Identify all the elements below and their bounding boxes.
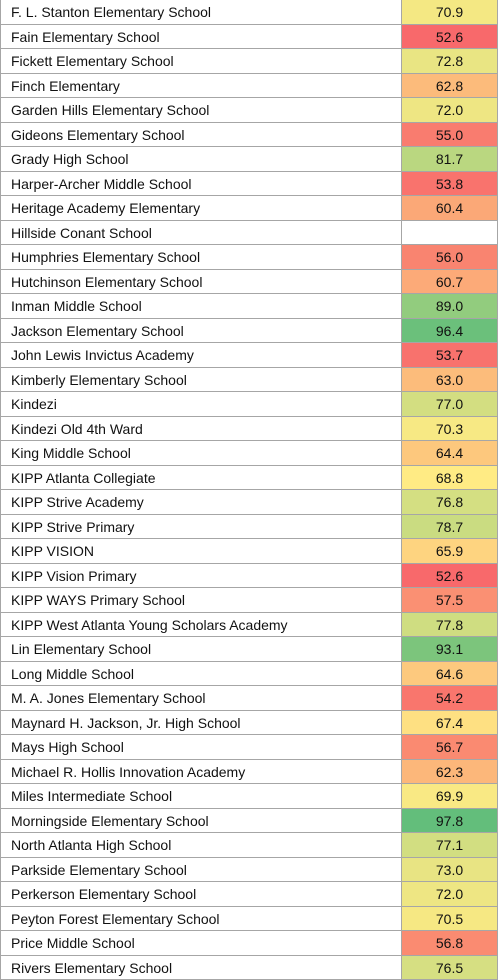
score-cell: 76.8 <box>402 490 498 515</box>
score-cell: 56.7 <box>402 735 498 760</box>
score-cell: 68.8 <box>402 465 498 490</box>
school-name: Hutchinson Elementary School <box>0 269 402 294</box>
school-name: Mays High School <box>0 735 402 760</box>
school-name: Gideons Elementary School <box>0 122 402 147</box>
score-cell: 76.5 <box>402 955 498 980</box>
score-cell: 89.0 <box>402 294 498 319</box>
school-name: Michael R. Hollis Innovation Academy <box>0 759 402 784</box>
school-name: KIPP Strive Academy <box>0 490 402 515</box>
score-cell <box>402 220 498 245</box>
score-cell: 81.7 <box>402 147 498 172</box>
score-cell: 56.0 <box>402 245 498 270</box>
score-cell: 78.7 <box>402 514 498 539</box>
school-name: Peyton Forest Elementary School <box>0 906 402 931</box>
school-name: Humphries Elementary School <box>0 245 402 270</box>
score-cell: 96.4 <box>402 318 498 343</box>
school-name: Harper-Archer Middle School <box>0 171 402 196</box>
score-cell: 77.1 <box>402 833 498 858</box>
school-name: Rivers Elementary School <box>0 955 402 980</box>
school-name: KIPP Strive Primary <box>0 514 402 539</box>
school-name: KIPP Atlanta Collegiate <box>0 465 402 490</box>
score-cell: 56.8 <box>402 931 498 956</box>
school-name: M. A. Jones Elementary School <box>0 686 402 711</box>
score-cell: 52.6 <box>402 24 498 49</box>
school-name: Long Middle School <box>0 661 402 686</box>
school-name: Price Middle School <box>0 931 402 956</box>
score-cell: 64.4 <box>402 441 498 466</box>
score-cell: 77.0 <box>402 392 498 417</box>
score-cell: 62.8 <box>402 73 498 98</box>
school-name: Parkside Elementary School <box>0 857 402 882</box>
school-name: Perkerson Elementary School <box>0 882 402 907</box>
score-cell: 67.4 <box>402 710 498 735</box>
score-cell: 62.3 <box>402 759 498 784</box>
school-name: Morningside Elementary School <box>0 808 402 833</box>
school-name: Maynard H. Jackson, Jr. High School <box>0 710 402 735</box>
score-cell: 63.0 <box>402 367 498 392</box>
school-name: KIPP West Atlanta Young Scholars Academy <box>0 612 402 637</box>
school-name: KIPP Vision Primary <box>0 563 402 588</box>
score-cell: 54.2 <box>402 686 498 711</box>
school-name: KIPP VISION <box>0 539 402 564</box>
school-name: Jackson Elementary School <box>0 318 402 343</box>
school-name: Lin Elementary School <box>0 637 402 662</box>
score-cell: 77.8 <box>402 612 498 637</box>
school-name: Grady High School <box>0 147 402 172</box>
school-name: North Atlanta High School <box>0 833 402 858</box>
school-name: King Middle School <box>0 441 402 466</box>
score-cell: 70.5 <box>402 906 498 931</box>
school-name: Kindezi <box>0 392 402 417</box>
school-name: Kimberly Elementary School <box>0 367 402 392</box>
score-cell: 64.6 <box>402 661 498 686</box>
score-cell: 60.4 <box>402 196 498 221</box>
score-cell: 57.5 <box>402 588 498 613</box>
score-cell: 73.0 <box>402 857 498 882</box>
score-cell: 53.8 <box>402 171 498 196</box>
score-cell: 65.9 <box>402 539 498 564</box>
school-name: Fickett Elementary School <box>0 49 402 74</box>
school-name: Hillside Conant School <box>0 220 402 245</box>
school-name: Fain Elementary School <box>0 24 402 49</box>
score-cell: 69.9 <box>402 784 498 809</box>
school-name: F. L. Stanton Elementary School <box>0 0 402 25</box>
score-cell: 55.0 <box>402 122 498 147</box>
score-cell: 70.9 <box>402 0 498 25</box>
score-cell: 93.1 <box>402 637 498 662</box>
score-cell: 70.3 <box>402 416 498 441</box>
score-cell: 53.7 <box>402 343 498 368</box>
score-cell: 52.6 <box>402 563 498 588</box>
school-name: KIPP WAYS Primary School <box>0 588 402 613</box>
school-name: Inman Middle School <box>0 294 402 319</box>
score-cell: 72.0 <box>402 98 498 123</box>
school-name: Kindezi Old 4th Ward <box>0 416 402 441</box>
score-cell: 97.8 <box>402 808 498 833</box>
school-name: John Lewis Invictus Academy <box>0 343 402 368</box>
score-cell: 72.8 <box>402 49 498 74</box>
score-cell: 60.7 <box>402 269 498 294</box>
school-name: Finch Elementary <box>0 73 402 98</box>
school-name: Garden Hills Elementary School <box>0 98 402 123</box>
school-name: Miles Intermediate School <box>0 784 402 809</box>
score-cell: 72.0 <box>402 882 498 907</box>
school-name: Heritage Academy Elementary <box>0 196 402 221</box>
